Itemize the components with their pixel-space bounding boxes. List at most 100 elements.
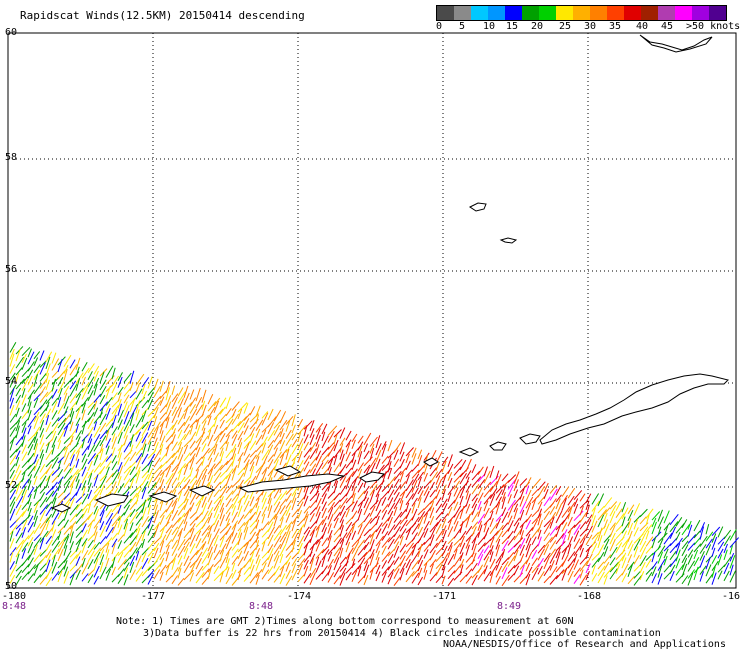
wind-barb <box>87 390 94 402</box>
wind-barb <box>429 550 436 561</box>
wind-barb <box>237 457 242 469</box>
wind-barb <box>465 483 472 493</box>
wind-barb <box>15 553 20 565</box>
wind-barb <box>165 510 174 520</box>
wind-barb <box>147 460 153 473</box>
wind-barb <box>243 418 250 428</box>
wind-barb <box>39 554 47 564</box>
wind-barb <box>351 492 356 505</box>
wind-barb <box>639 561 646 574</box>
wind-barb <box>525 485 530 495</box>
wind-barb <box>201 547 208 557</box>
wind-barb <box>303 526 310 535</box>
wind-barb <box>171 567 179 578</box>
wind-barb <box>711 536 718 550</box>
wind-barb <box>45 379 50 391</box>
wind-barb <box>195 404 203 416</box>
wind-barb <box>363 517 373 530</box>
wind-barb <box>135 400 141 414</box>
wind-barb <box>27 548 35 561</box>
wind-barb <box>123 478 131 488</box>
wind-barb <box>357 445 363 458</box>
wind-barb <box>471 511 479 523</box>
wind-barb <box>105 438 112 448</box>
wind-barb <box>333 480 339 494</box>
wind-barb <box>225 461 234 473</box>
wind-barb <box>69 400 78 411</box>
wind-barb <box>327 565 332 576</box>
wind-barb <box>45 490 55 503</box>
wind-barb <box>387 502 396 515</box>
wind-barb <box>459 535 465 548</box>
wind-barb <box>321 527 328 540</box>
wind-barb <box>105 408 111 420</box>
wind-barb <box>219 397 227 408</box>
wind-barb <box>69 454 75 467</box>
wind-barb <box>633 527 639 537</box>
wind-barb <box>117 392 122 402</box>
wind-barb <box>93 517 102 529</box>
wind-barb <box>417 576 424 586</box>
wind-barb <box>603 561 610 571</box>
wind-barb <box>357 544 367 556</box>
wind-barb <box>219 451 225 464</box>
wind-barb <box>429 516 435 526</box>
wind-barb <box>261 513 266 524</box>
wind-barb <box>159 452 168 463</box>
wind-barb <box>291 497 297 511</box>
wind-barb <box>195 461 204 472</box>
wind-barb <box>231 485 240 495</box>
wind-barb <box>39 453 45 466</box>
wind-barb <box>309 448 317 460</box>
wind-barb <box>129 555 136 567</box>
wind-barb <box>717 570 723 580</box>
wind-barb <box>147 573 154 585</box>
wind-barb <box>129 429 140 441</box>
aleutian-island-b <box>274 465 302 477</box>
wind-barb <box>165 380 171 394</box>
wind-barb <box>15 367 23 376</box>
wind-barb <box>141 390 147 402</box>
wind-barb <box>51 512 60 525</box>
wind-barb <box>111 538 118 548</box>
wind-barb <box>63 385 70 395</box>
wind-barb <box>675 558 681 569</box>
wind-barb <box>9 484 18 493</box>
wind-barb <box>219 496 224 506</box>
wind-barb <box>369 481 377 489</box>
wind-barb <box>447 541 453 552</box>
wind-barb <box>201 552 210 564</box>
wind-barb <box>387 568 395 578</box>
wind-barb <box>591 507 596 519</box>
wind-barb <box>129 528 138 539</box>
wind-barb <box>21 435 26 447</box>
wind-barb <box>441 545 448 557</box>
wind-barb <box>495 470 500 480</box>
wind-barb <box>471 552 477 565</box>
wind-barb <box>465 476 470 486</box>
wind-barb <box>711 566 716 578</box>
wind-barb <box>723 543 728 554</box>
wind-barb <box>219 432 226 443</box>
wind-barb <box>309 442 317 453</box>
wind-barb <box>303 529 311 542</box>
wind-barb <box>255 510 262 522</box>
wind-barb <box>237 402 248 413</box>
wind-barb <box>99 549 105 559</box>
wind-barb <box>93 365 100 375</box>
wind-barb <box>501 549 506 559</box>
wind-barb <box>411 447 417 458</box>
wind-barb <box>525 551 533 565</box>
wind-barb <box>555 551 561 566</box>
wind-barb <box>609 538 616 552</box>
wind-speed-legend: 0 5 10 15 20 25 30 35 40 45 >50 knots <box>436 5 740 32</box>
wind-barb <box>549 548 556 557</box>
wind-barb <box>189 457 195 470</box>
wind-barb <box>531 557 538 567</box>
wind-barb <box>15 442 24 453</box>
wind-barb <box>159 415 169 428</box>
wind-barb <box>75 443 84 454</box>
wind-barb <box>99 449 104 461</box>
wind-barb <box>687 534 697 544</box>
wind-barb <box>309 519 318 530</box>
